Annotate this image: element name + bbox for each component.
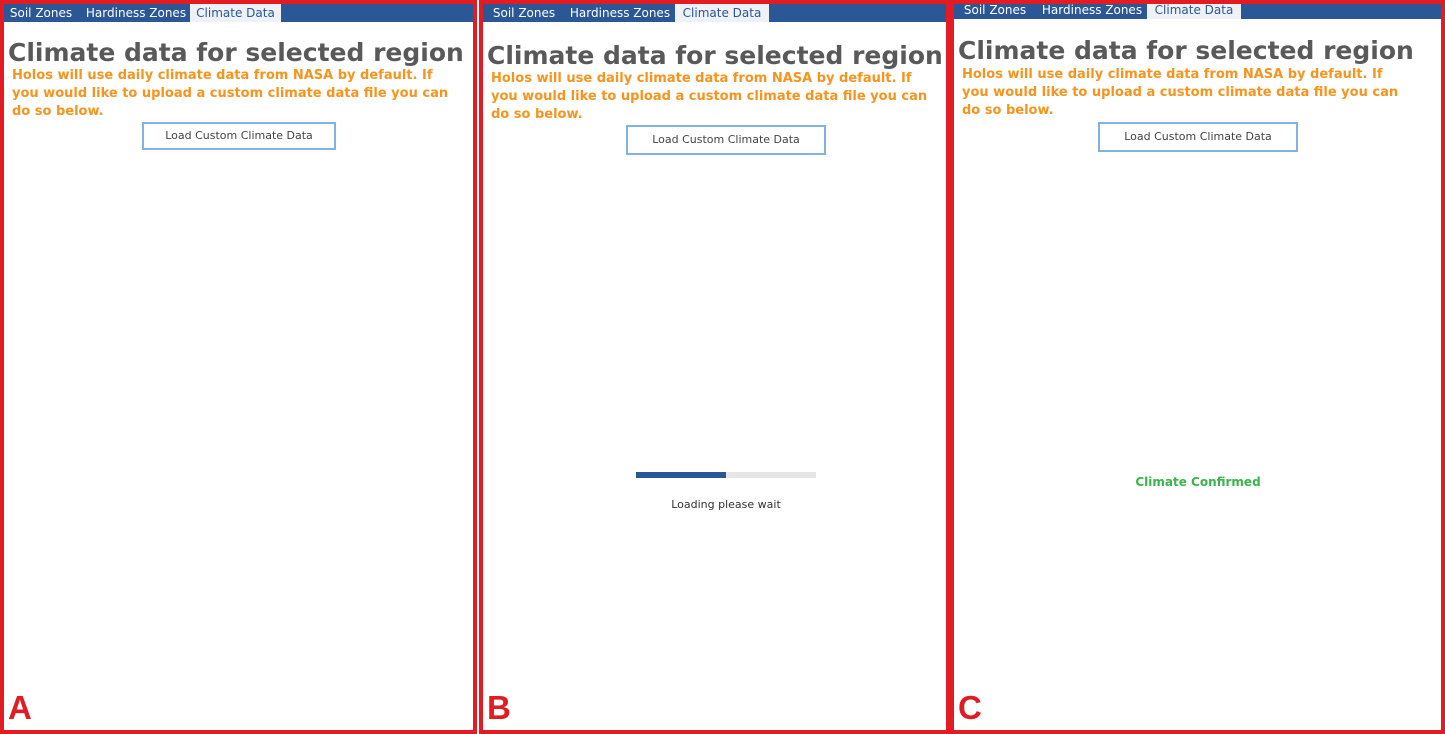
page-title: Climate data for selected region bbox=[487, 41, 943, 70]
tab-soil-zones[interactable]: Soil Zones bbox=[492, 6, 556, 20]
tab-hardiness-zones[interactable]: Hardiness Zones bbox=[85, 6, 187, 20]
description-text: Holos will use daily climate data from N… bbox=[12, 68, 449, 119]
panel-letter: B bbox=[487, 689, 511, 726]
progress-bar bbox=[636, 472, 816, 478]
tab-hardiness-zones[interactable]: Hardiness Zones bbox=[1041, 3, 1143, 17]
tab-bar: Soil Zones Hardiness Zones Climate Data bbox=[4, 4, 473, 22]
progress-bar-fill bbox=[636, 472, 726, 478]
load-custom-climate-data-button[interactable]: Load Custom Climate Data bbox=[142, 122, 336, 150]
tab-soil-zones[interactable]: Soil Zones bbox=[963, 3, 1027, 17]
description-text: Holos will use daily climate data from N… bbox=[962, 67, 1399, 118]
load-custom-climate-data-button[interactable]: Load Custom Climate Data bbox=[626, 125, 826, 155]
description-text: Holos will use daily climate data from N… bbox=[491, 71, 928, 122]
panel-letter: A bbox=[8, 689, 32, 726]
tab-climate-data[interactable]: Climate Data bbox=[675, 4, 769, 22]
loading-text: Loading please wait bbox=[671, 498, 781, 511]
tab-bar: Soil Zones Hardiness Zones Climate Data bbox=[954, 3, 1441, 19]
page-title: Climate data for selected region bbox=[958, 36, 1414, 65]
climate-confirmed-status: Climate Confirmed bbox=[1135, 475, 1261, 489]
panel-b: Soil Zones Hardiness Zones Climate Data … bbox=[479, 0, 950, 734]
tab-hardiness-zones[interactable]: Hardiness Zones bbox=[569, 6, 671, 20]
panel-c: Soil Zones Hardiness Zones Climate Data … bbox=[950, 0, 1445, 734]
page-title: Climate data for selected region bbox=[8, 38, 464, 67]
tab-soil-zones[interactable]: Soil Zones bbox=[9, 6, 73, 20]
load-custom-climate-data-button[interactable]: Load Custom Climate Data bbox=[1098, 122, 1298, 152]
panel-letter: C bbox=[958, 689, 982, 726]
panel-a: Soil Zones Hardiness Zones Climate Data … bbox=[0, 0, 477, 734]
tab-climate-data[interactable]: Climate Data bbox=[1147, 4, 1241, 19]
tab-climate-data[interactable]: Climate Data bbox=[190, 4, 281, 22]
tab-bar: Soil Zones Hardiness Zones Climate Data bbox=[483, 4, 946, 22]
